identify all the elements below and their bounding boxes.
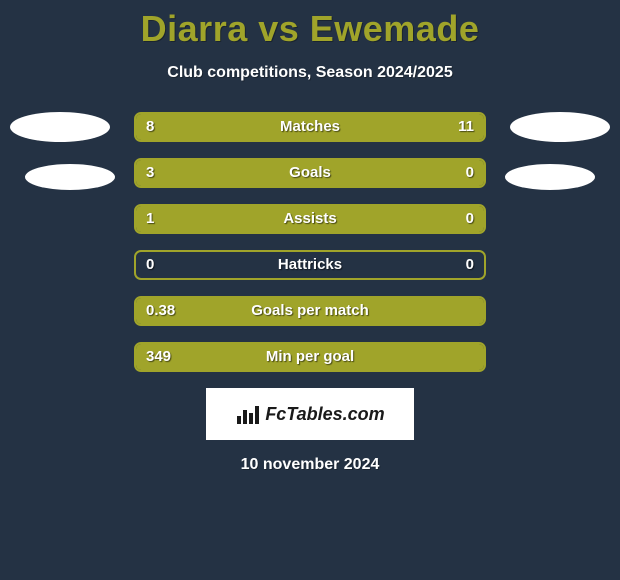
stat-value-left: 0.38 [146, 298, 175, 324]
stat-bars-container: 8 11 Matches 3 0 Goals 1 0 Assists 0 0 Hattricks 0.3… [134, 112, 486, 372]
stat-bar: 0.38 Goals per match [134, 296, 486, 326]
stat-value-right: 0 [466, 160, 474, 186]
stat-value-left: 3 [146, 160, 154, 186]
player-right-shape-bottom [505, 164, 595, 190]
subtitle: Club competitions, Season 2024/2025 [0, 64, 620, 82]
stat-label: Min per goal [266, 344, 354, 370]
stat-value-right: 0 [466, 206, 474, 232]
stat-value-right: 11 [458, 114, 474, 140]
player-left-shape-top [10, 112, 110, 142]
player-left-shape-bottom [25, 164, 115, 190]
stat-value-left: 0 [146, 252, 154, 278]
date-line: 10 november 2024 [0, 456, 620, 474]
stat-label: Goals [289, 160, 331, 186]
stat-value-right: 0 [466, 252, 474, 278]
page-title: Diarra vs Ewemade [0, 8, 620, 50]
stat-bar-fill-left [136, 206, 397, 232]
stat-bar: 1 0 Assists [134, 204, 486, 234]
stat-bar: 8 11 Matches [134, 112, 486, 142]
brand-text: FcTables.com [265, 404, 384, 425]
chart-bars-icon [235, 404, 261, 424]
stat-label: Hattricks [278, 252, 342, 278]
stat-bar: 0 0 Hattricks [134, 250, 486, 280]
player-right-shape-top [510, 112, 610, 142]
stat-value-left: 1 [146, 206, 154, 232]
stat-label: Goals per match [251, 298, 369, 324]
stat-bar-fill-left [136, 160, 397, 186]
comparison-area: 8 11 Matches 3 0 Goals 1 0 Assists 0 0 Hattricks 0.3… [0, 112, 620, 474]
stat-value-left: 8 [146, 114, 154, 140]
brand-box: FcTables.com [206, 388, 414, 440]
stat-label: Assists [283, 206, 336, 232]
stat-label: Matches [280, 114, 340, 140]
stat-bar: 349 Min per goal [134, 342, 486, 372]
stat-bar: 3 0 Goals [134, 158, 486, 188]
stat-bar-fill-left [136, 114, 268, 140]
stat-value-left: 349 [146, 344, 171, 370]
